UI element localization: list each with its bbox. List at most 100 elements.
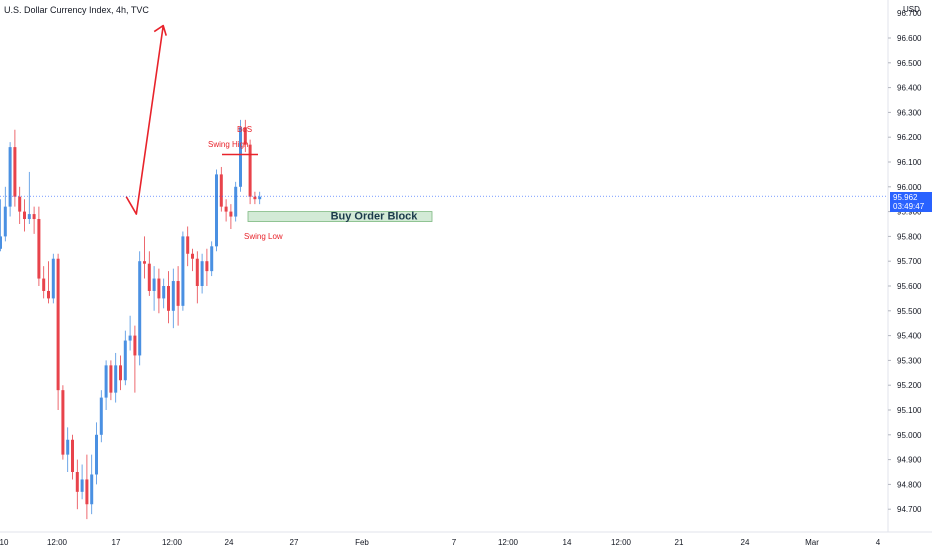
candle-body [119,365,122,381]
candle-body [85,479,89,505]
chart-title: U.S. Dollar Currency Index, 4h, TVC [4,5,149,15]
x-tick-label: 14 [563,538,572,547]
candle-body [8,147,12,207]
candle-body [200,261,204,286]
candle-body [229,211,233,217]
projection-arrow-head [153,24,167,36]
y-tick-label: 95.300 [897,356,922,365]
x-tick-label: 12:00 [162,538,183,547]
candle-body [171,281,175,311]
x-tick-label: 12:00 [47,538,68,547]
candle-body [23,211,26,220]
projection-arrow-path [125,25,165,215]
y-tick-label: 96.300 [897,108,922,117]
candle-body [176,281,180,306]
candle-body [157,278,161,299]
candle-body [18,196,22,212]
candle-body [181,236,185,306]
candle-body [95,434,98,475]
y-tick-label: 95.500 [897,307,922,316]
candle-body [56,258,60,391]
candle-body [0,236,2,249]
candle-body [32,214,36,220]
bar-countdown: 03:49:47 [893,202,925,211]
x-tick-label: 12:00 [611,538,632,547]
candle-body [90,474,94,505]
y-tick-label: 94.800 [897,480,922,489]
candle-body [13,147,17,197]
candle-body [80,479,84,492]
x-tick-label: 24 [225,538,234,547]
y-tick-label: 95.800 [897,232,922,241]
candle-body [66,439,70,455]
currency-label: USD [903,5,920,14]
candle-body [109,365,113,393]
y-tick-label: 95.900 [897,208,922,217]
candle-body [61,390,65,455]
x-tick-label: 27 [290,538,299,547]
candle-body [37,219,41,279]
x-tick-label: 12:00 [498,538,519,547]
last-price-badge: 95.962 03:49:47 [890,192,932,212]
buy-order-block-label: Buy Order Block [331,211,419,223]
x-tick-label: Mar [805,538,819,547]
x-tick-label: 7 [452,538,457,547]
candle-body [239,127,242,187]
candle-body [258,196,262,200]
y-tick-label: 95.100 [897,406,922,415]
candle-body [224,206,228,212]
candle-body [195,258,199,286]
bos-label: BoS [237,125,252,134]
candle-body [143,261,146,264]
candle-body [51,258,55,299]
x-tick-label: Feb [355,538,369,547]
y-tick-label-partial: 96.700 [897,9,922,18]
candle-body [128,335,132,341]
candle-body [167,286,170,311]
candle-body [75,472,79,492]
x-tick-label: 24 [741,538,750,547]
candle-body [47,290,50,299]
y-tick-label: 95.600 [897,282,922,291]
candle-body [243,127,247,145]
candle-body [219,174,223,207]
buy-order-block-zone [247,211,433,222]
candle-body [27,214,31,220]
candle-body [99,397,103,435]
y-tick-label: 95.700 [897,257,922,266]
candle-body [162,286,166,299]
swing-low-label: Swing Low [244,232,283,241]
y-tick-label: 96.200 [897,133,922,142]
y-tick-label: 95.200 [897,381,922,390]
x-tick-label: 10 [0,538,9,547]
x-tick-label: 21 [675,538,684,547]
candle-body [3,206,7,237]
candle-body [186,236,190,254]
candle-body [123,340,127,381]
candle-body [205,261,209,272]
candle-body [191,253,194,259]
y-tick-label: 96.100 [897,158,922,167]
candle-body [133,335,137,356]
candle-body [152,278,156,291]
last-price: 95.962 [893,193,918,202]
candle-body [253,196,257,200]
candle-body [114,365,118,393]
y-tick-label: 94.700 [897,505,922,514]
candle-body [71,439,74,472]
y-tick-label: 95.400 [897,332,922,341]
candle-body [42,278,46,291]
candle-body [248,144,252,197]
y-tick-label: 96.600 [897,34,922,43]
y-tick-label: 94.900 [897,456,922,465]
candle-body [210,246,214,272]
x-tick-label: 4 [876,538,881,547]
candle-body [147,263,151,291]
swing-high-label: Swing High [208,140,248,149]
candle-body [104,365,108,398]
y-tick-label: 95.000 [897,431,922,440]
candle-body [234,186,238,217]
candle-body [215,174,218,247]
